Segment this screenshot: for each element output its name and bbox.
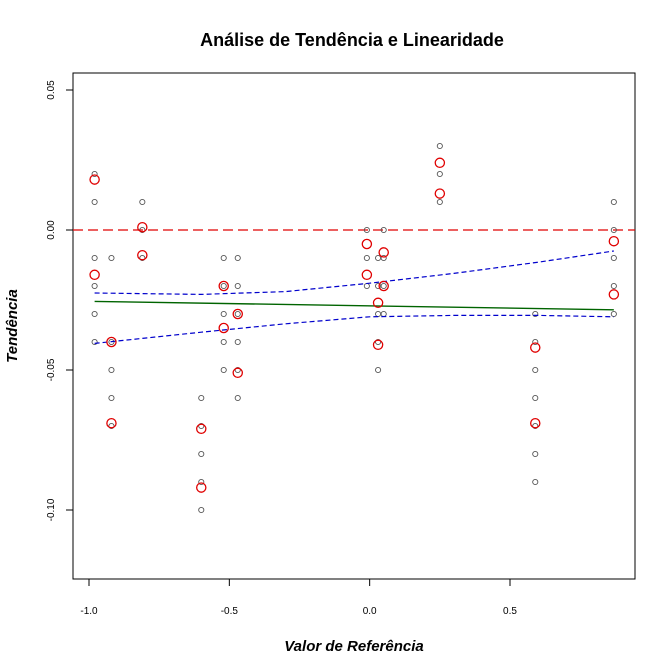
mean-point: [106, 417, 117, 429]
individual-point: [91, 338, 98, 346]
x-axis: -1.0 -0.5 0.0 0.5: [80, 579, 517, 617]
mean-point: [530, 417, 541, 429]
individual-point: [139, 226, 146, 234]
individual-point: [234, 366, 241, 374]
individual-point: [375, 254, 382, 262]
individual-point: [380, 282, 387, 290]
individual-point: [234, 282, 241, 290]
mean-point: [361, 269, 373, 281]
mean-point: [372, 339, 384, 351]
individual-point: [436, 142, 443, 150]
individual-point: [220, 282, 227, 290]
individual-point: [610, 226, 617, 234]
individual-point: [532, 338, 539, 346]
individual-point: [234, 254, 241, 262]
individual-point: [234, 310, 241, 318]
confidence-upper-line: [94, 250, 614, 296]
individual-point: [198, 506, 205, 514]
individual-point: [532, 450, 539, 458]
mean-point: [137, 249, 148, 261]
individual-point: [610, 198, 617, 206]
individual-point: [610, 310, 617, 318]
mean-point: [361, 238, 373, 250]
individual-point: [532, 422, 539, 430]
individual-point: [198, 478, 205, 486]
x-tick-label: -1.0: [80, 606, 98, 617]
individual-point: [108, 394, 115, 402]
mean-point: [218, 322, 229, 334]
individual-point: [610, 254, 617, 262]
individual-point: [234, 394, 241, 402]
plot-area: [73, 142, 635, 514]
x-tick-label: 0.0: [363, 606, 377, 617]
y-axis: -0.10 -0.05 0.00 0.05: [46, 80, 73, 521]
individual-point: [220, 366, 227, 374]
individual-point: [198, 394, 205, 402]
individual-point: [91, 170, 98, 178]
mean-point: [218, 280, 229, 292]
mean-point: [378, 247, 389, 258]
individual-point: [108, 338, 115, 346]
x-tick-label: 0.5: [503, 606, 517, 617]
individual-point: [436, 170, 443, 178]
individual-point: [139, 198, 146, 206]
individual-point: [91, 282, 98, 290]
individual-point: [220, 254, 227, 262]
mean-point: [608, 235, 620, 247]
individual-point: [234, 338, 241, 346]
mean-point: [137, 221, 148, 233]
x-axis-label: Valor de Referência: [284, 638, 424, 655]
individual-point: [220, 310, 227, 318]
mean-point: [89, 174, 100, 185]
individual-point: [198, 450, 205, 458]
y-tick-label: -0.05: [46, 358, 57, 381]
mean-point: [530, 342, 541, 353]
regression-line: [94, 300, 614, 311]
individual-point: [91, 254, 98, 262]
individual-point: [380, 226, 387, 234]
mean-point: [89, 269, 100, 281]
individual-point: [363, 282, 370, 290]
individual-point: [220, 338, 227, 346]
plot-frame: [72, 72, 636, 580]
mean-point: [232, 367, 244, 379]
mean-point: [196, 482, 207, 493]
y-tick-label: -0.10: [46, 498, 57, 521]
individual-point: [380, 310, 387, 318]
mean-point: [434, 188, 446, 199]
individual-point: [610, 282, 617, 290]
individual-point: [91, 198, 98, 206]
individual-point: [363, 226, 370, 234]
individual-point: [108, 254, 115, 262]
individual-point: [108, 366, 115, 374]
individual-point: [532, 366, 539, 374]
mean-point: [608, 289, 620, 300]
mean-point: [196, 423, 207, 435]
individual-point: [532, 310, 539, 318]
individual-point: [91, 310, 98, 318]
individual-point: [436, 198, 443, 206]
mean-point: [232, 308, 244, 320]
individual-point: [198, 422, 205, 430]
x-tick-label: -0.5: [221, 606, 239, 617]
y-tick-label: 0.05: [46, 80, 57, 100]
individual-point: [380, 254, 387, 262]
confidence-lower-line: [94, 314, 614, 344]
individual-point: [139, 254, 146, 262]
individual-point: [532, 478, 539, 486]
chart-title: Análise de Tendência e Linearidade: [200, 30, 504, 50]
mean-point: [372, 297, 384, 309]
y-tick-label: 0.00: [46, 220, 57, 240]
individual-point: [375, 338, 382, 346]
mean-point: [434, 157, 446, 169]
y-axis-label: Tendência: [4, 289, 21, 363]
individual-point: [363, 254, 370, 262]
mean-point: [378, 280, 389, 292]
individual-point: [532, 394, 539, 402]
mean-point: [106, 336, 117, 348]
individual-point: [375, 366, 382, 374]
individual-point: [375, 310, 382, 318]
individual-point: [108, 422, 115, 430]
